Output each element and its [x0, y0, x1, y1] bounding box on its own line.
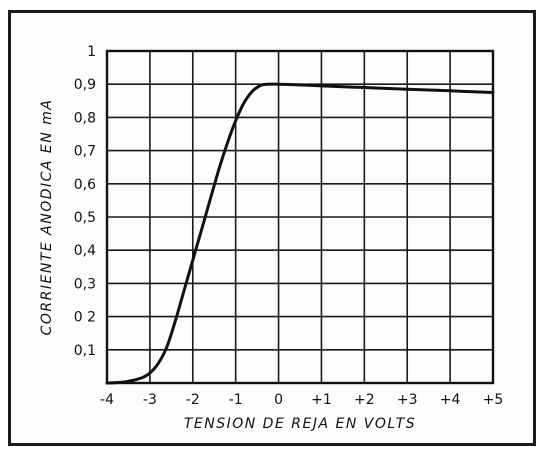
x-tick-labels: -4 -3 -2 -1 0 +1 +2 +3 +4 +5 [100, 392, 503, 408]
y-tick-label: 0,9 [74, 77, 96, 93]
x-tick-label: -1 [229, 392, 243, 408]
x-tick-label: +2 [354, 392, 375, 408]
y-tick-label: 0,6 [74, 177, 96, 193]
y-tick-label: 0,8 [74, 110, 96, 126]
y-tick-label: 0,5 [74, 210, 96, 226]
y-tick-labels: 0,1 0 2 0,3 0,4 0,5 0,6 0,7 0,8 0,9 1 [74, 44, 96, 359]
x-tick-label: +5 [483, 392, 504, 408]
y-tick-label: 1 [87, 44, 96, 60]
x-tick-label: -3 [143, 392, 157, 408]
x-axis-label: TENSION DE REJA EN VOLTS [184, 416, 416, 432]
x-tick-label: 0 [274, 392, 283, 408]
x-tick-label: +4 [440, 392, 461, 408]
y-axis-label: CORRIENTE ANODICA EN mA [39, 99, 55, 336]
y-tick-label: 0,7 [74, 144, 96, 160]
x-tick-label: -2 [186, 392, 200, 408]
anode-current-chart: -4 -3 -2 -1 0 +1 +2 +3 +4 +5 0,10 20,30,40,50,60,… [39, 44, 503, 432]
y-tick-label: 0,3 [74, 276, 96, 292]
x-tick-label: -4 [100, 392, 114, 408]
grid [107, 51, 493, 383]
y-tick-label: 0,1 [74, 343, 96, 359]
series-line [105, 82, 495, 385]
y-tick-label: 0,4 [74, 243, 96, 259]
x-tick-label: +3 [397, 392, 418, 408]
chart-frame: -4 -3 -2 -1 0 +1 +2 +3 +4 +5 0,1 0 2 0,3 0,4 0,5 0,6 0,… [8, 10, 536, 446]
x-tick-label: +1 [311, 392, 332, 408]
plot-border [105, 49, 495, 385]
y-tick-label: 0 2 [74, 310, 96, 326]
